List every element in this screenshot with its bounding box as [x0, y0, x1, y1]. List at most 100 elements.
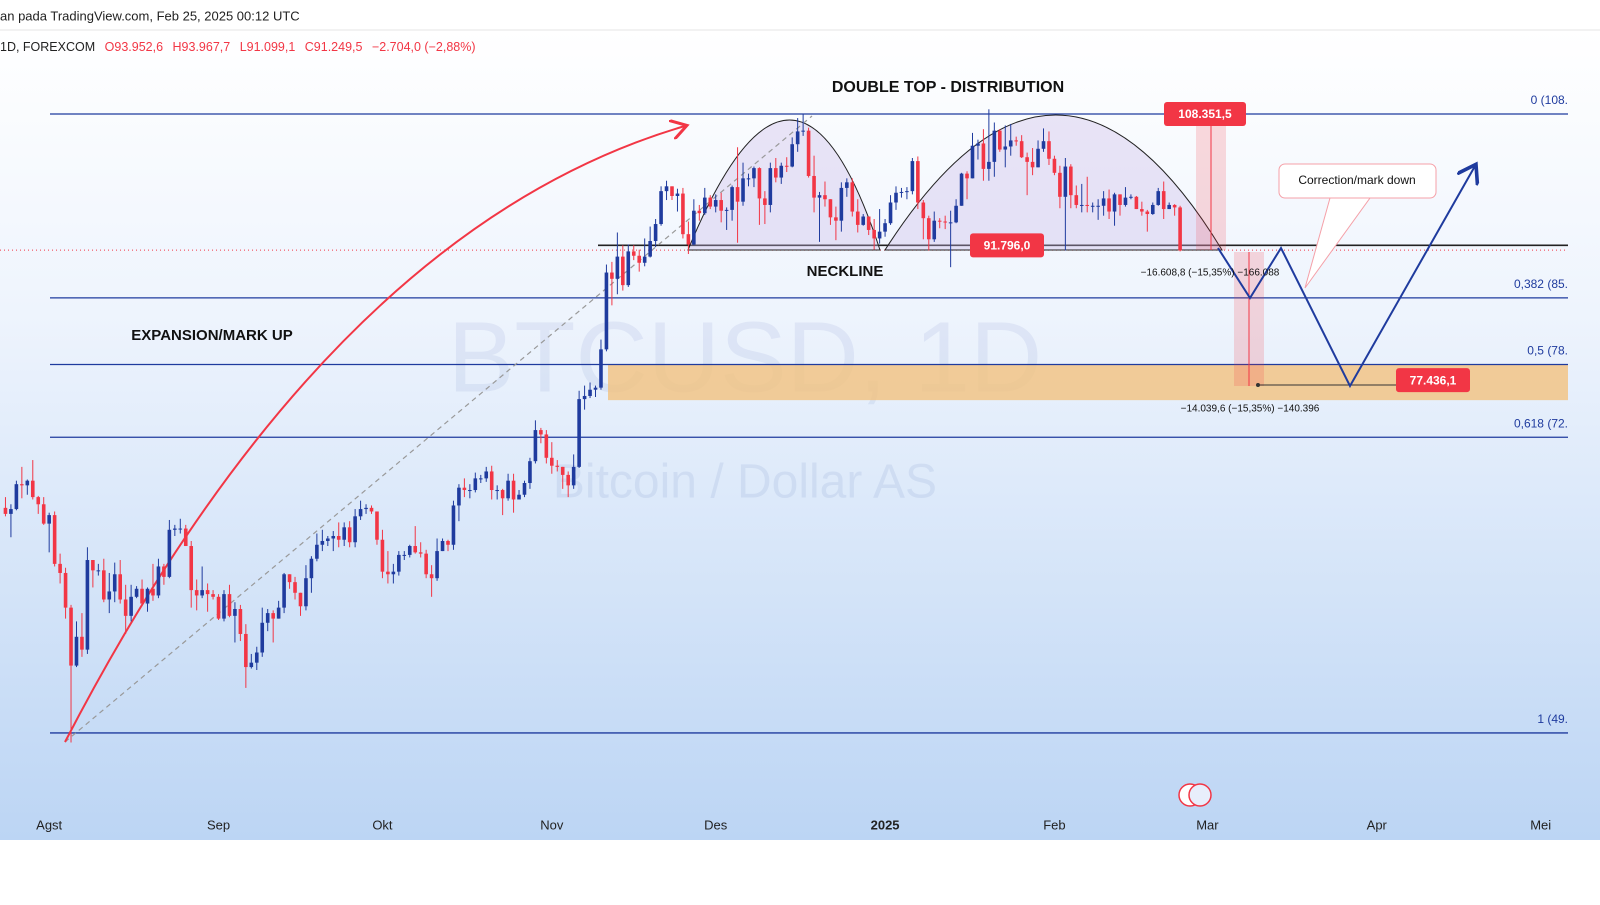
candle-body [1129, 196, 1133, 198]
candle-body [713, 200, 718, 207]
candle-body [664, 186, 669, 192]
x-tick-label: Mei [1530, 817, 1551, 832]
candle-body [517, 494, 521, 500]
candle-body [877, 231, 882, 239]
candle-body [353, 516, 357, 543]
candle-body [1156, 191, 1161, 205]
candle-body [1118, 194, 1122, 205]
candle-body [577, 399, 581, 467]
candle-body [692, 210, 696, 245]
candle-body [610, 272, 614, 279]
candle-body [910, 161, 915, 192]
candle-body [899, 191, 904, 193]
candle-body [36, 497, 41, 505]
candle-body [167, 529, 172, 577]
candle-body [216, 596, 221, 619]
candle-body [489, 471, 494, 491]
candle-body [260, 622, 265, 653]
candle-body [293, 582, 297, 593]
candle-body [987, 161, 991, 169]
x-tick-label: Mar [1196, 817, 1219, 832]
ohlc-low: L91.099,1 [240, 40, 296, 54]
candle-body [604, 272, 609, 350]
candle-body [998, 130, 1002, 150]
candle-body [298, 592, 303, 607]
candle-body [183, 528, 188, 547]
candle-body [768, 168, 773, 205]
candle-body [599, 349, 603, 388]
candle-body [932, 220, 937, 240]
candle-body [462, 487, 467, 491]
candle-body [63, 572, 68, 608]
candle-body [233, 608, 237, 616]
candle-body [249, 662, 254, 668]
candle-body [25, 480, 30, 486]
candle-body [1140, 209, 1144, 212]
candle-body [162, 566, 166, 577]
candle-body [178, 528, 183, 530]
candle-body [719, 200, 723, 211]
expansion-label: EXPANSION/MARK UP [131, 327, 292, 344]
candle-body [145, 588, 150, 604]
candle-body [861, 216, 866, 225]
candle-body [533, 430, 538, 462]
fib-label: 1 (49. [1537, 712, 1568, 726]
candle-body [194, 590, 199, 596]
candle-body [326, 538, 330, 541]
candle-body [1150, 204, 1155, 215]
candle-body [457, 487, 461, 506]
candle-body [593, 387, 598, 390]
candle-body [14, 484, 19, 510]
price-label: 91.796,0 [984, 239, 1031, 253]
candle-body [1145, 211, 1150, 215]
candle-body [375, 511, 379, 540]
candle-body [615, 256, 620, 279]
candle-body [839, 187, 844, 221]
candle-body [380, 539, 385, 572]
candle-body [763, 198, 767, 205]
candle-body [369, 507, 374, 512]
candle-body [429, 574, 434, 579]
candle-body [566, 474, 570, 486]
candle-body [511, 480, 516, 500]
candle-body [336, 535, 341, 540]
candle-body [1036, 148, 1040, 168]
candle-body [1112, 194, 1117, 212]
candle-body [129, 596, 133, 616]
candle-body [413, 546, 418, 553]
candle-body [112, 574, 117, 592]
candle-body [80, 636, 84, 650]
candle-body [287, 574, 292, 583]
candle-body [855, 211, 860, 225]
candle-body [506, 480, 510, 499]
candle-body [397, 554, 401, 572]
candle-body [473, 478, 478, 491]
candle-body [697, 210, 702, 214]
candle-body [402, 554, 407, 556]
candle-body [276, 607, 281, 619]
candle-body [1058, 172, 1062, 197]
fib-label: 0 (108. [1531, 93, 1568, 107]
fib-label: 0,382 (85. [1514, 277, 1568, 291]
candle-body [9, 509, 13, 514]
candle-body [391, 571, 396, 575]
source-line: an pada TradingView.com, Feb 25, 2025 00… [0, 8, 300, 23]
ohlc-close: C91.249,5 [305, 40, 363, 54]
projection-path [1217, 166, 1475, 389]
candle-body [1107, 198, 1111, 212]
candle-body [588, 389, 592, 396]
candle-body [954, 205, 958, 223]
candle-body [702, 197, 707, 214]
candle-body [1090, 205, 1095, 207]
chart-title: DOUBLE TOP - DISTRIBUTION [832, 79, 1064, 96]
neckline-label: NECKLINE [807, 263, 884, 280]
candle-body [1161, 191, 1166, 210]
candle-body [364, 507, 368, 510]
candle-body [1008, 140, 1013, 147]
candle-body [1025, 157, 1029, 162]
candle-body [1030, 161, 1035, 168]
candle-body [173, 528, 177, 530]
candle-body [948, 222, 953, 224]
candle-body [1079, 204, 1084, 206]
